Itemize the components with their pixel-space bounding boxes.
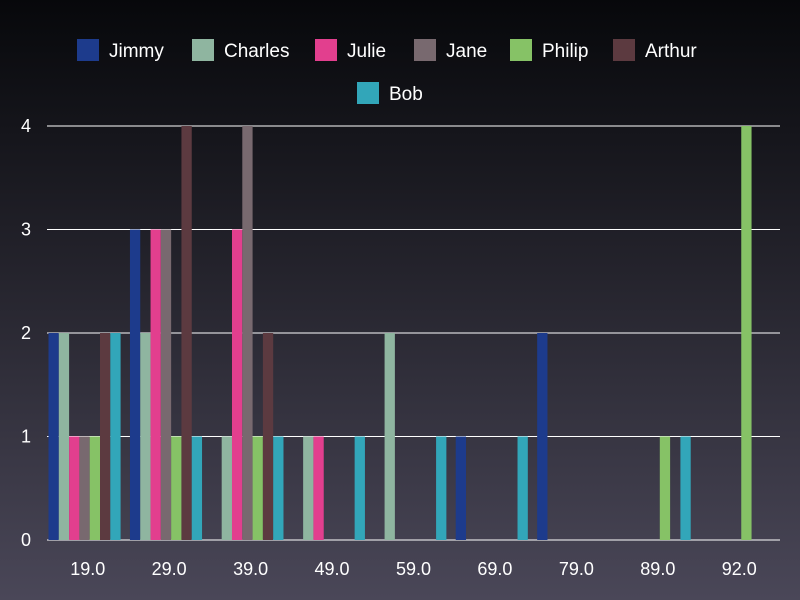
- bar-jane-29.0[interactable]: [160, 229, 172, 541]
- y-axis-ticks: 0 1 2 3 4: [21, 116, 31, 550]
- bar-jane-39.0[interactable]: [242, 126, 253, 540]
- bar-julie-29.0[interactable]: [150, 229, 161, 541]
- bar-arthur-19.0[interactable]: [100, 333, 111, 540]
- legend-swatch: [357, 82, 379, 104]
- legend-swatch: [192, 39, 214, 61]
- bar-jimmy-19.0[interactable]: [48, 333, 59, 540]
- legend-swatch: [613, 39, 635, 61]
- legend-label: Charles: [224, 41, 289, 62]
- bar-charles-49.0[interactable]: [303, 436, 314, 541]
- x-tick-label: 69.0: [477, 559, 512, 579]
- y-tick-label: 1: [21, 427, 31, 447]
- x-tick-label: 89.0: [640, 559, 675, 579]
- bar-jimmy-79.0[interactable]: [537, 333, 548, 540]
- bar-bob-89.0[interactable]: [680, 436, 691, 541]
- bar-julie-49.0[interactable]: [313, 436, 324, 541]
- bar-bob-39.0[interactable]: [273, 436, 284, 541]
- x-tick-label: 29.0: [152, 559, 187, 579]
- bar-bob-69.0[interactable]: [517, 436, 528, 541]
- legend-label: Jane: [446, 41, 487, 62]
- bar-charles-39.0[interactable]: [221, 436, 232, 541]
- x-axis-ticks: 19.0 29.0 39.0 49.0 59.0 69.0 79.0 89.0 92.0: [70, 559, 757, 579]
- legend-item-philip[interactable]: Philip: [510, 39, 588, 62]
- bar-bob-49.0[interactable]: [354, 436, 365, 541]
- legend-item-bob[interactable]: Bob: [357, 82, 423, 105]
- y-tick-label: 0: [21, 530, 31, 550]
- legend-label: Jimmy: [109, 41, 164, 62]
- bar-charles-59.0[interactable]: [384, 333, 395, 540]
- bar-arthur-29.0[interactable]: [181, 126, 192, 540]
- bar-bob-19.0[interactable]: [110, 333, 121, 540]
- bar-julie-19.0[interactable]: [69, 436, 80, 541]
- bar-philip-19.0[interactable]: [89, 436, 100, 541]
- legend-label: Arthur: [645, 41, 697, 62]
- legend-item-jimmy[interactable]: Jimmy: [77, 39, 164, 62]
- bar-arthur-39.0[interactable]: [262, 333, 274, 540]
- legend-label: Julie: [347, 41, 386, 62]
- y-tick-label: 3: [21, 220, 31, 240]
- x-tick-label: 92.0: [722, 559, 757, 579]
- bars: [48, 126, 752, 541]
- bar-charles-29.0[interactable]: [140, 333, 151, 540]
- legend-swatch: [315, 39, 337, 61]
- legend-swatch: [414, 39, 436, 61]
- bar-jane-19.0[interactable]: [79, 436, 90, 541]
- bar-julie-39.0[interactable]: [231, 229, 243, 541]
- bar-jimmy-29.0[interactable]: [129, 229, 141, 541]
- bar-philip-89.0[interactable]: [659, 436, 671, 541]
- legend: Jimmy Charles Julie Jane Philip Arthur Bob: [77, 39, 697, 105]
- y-tick-label: 4: [21, 116, 31, 136]
- x-tick-label: 79.0: [559, 559, 594, 579]
- bar-philip-29.0[interactable]: [171, 436, 182, 541]
- legend-swatch: [510, 39, 532, 61]
- bar-bob-59.0[interactable]: [436, 436, 447, 541]
- legend-item-julie[interactable]: Julie: [315, 39, 386, 62]
- legend-label: Philip: [542, 41, 588, 62]
- bar-philip-92.0[interactable]: [741, 126, 752, 540]
- legend-item-charles[interactable]: Charles: [192, 39, 289, 62]
- legend-item-arthur[interactable]: Arthur: [613, 39, 697, 62]
- bar-philip-39.0[interactable]: [252, 436, 263, 541]
- y-tick-label: 2: [21, 323, 31, 343]
- x-tick-label: 19.0: [70, 559, 105, 579]
- x-tick-label: 49.0: [315, 559, 350, 579]
- x-tick-label: 59.0: [396, 559, 431, 579]
- legend-label: Bob: [389, 84, 423, 105]
- bar-charles-19.0[interactable]: [58, 333, 70, 540]
- legend-item-jane[interactable]: Jane: [414, 39, 487, 62]
- bar-bob-29.0[interactable]: [191, 436, 203, 541]
- x-tick-label: 39.0: [233, 559, 268, 579]
- bar-jimmy-69.0[interactable]: [455, 436, 467, 541]
- legend-swatch: [77, 39, 99, 61]
